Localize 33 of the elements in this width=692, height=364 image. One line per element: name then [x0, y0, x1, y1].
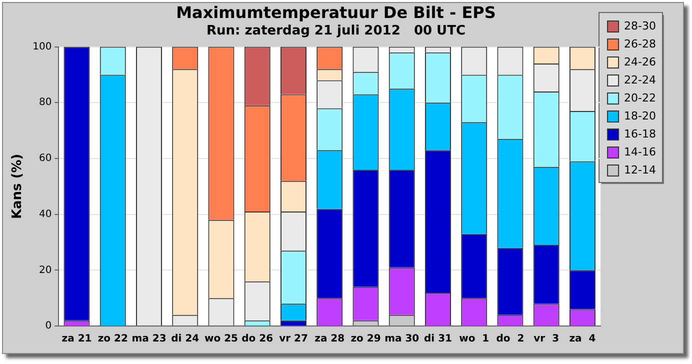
- x-tick-label: do 26: [242, 334, 274, 345]
- legend-label: 20-22: [624, 91, 656, 104]
- legend-label: 16-18: [624, 127, 656, 140]
- x-tick-label: wo 25: [204, 334, 238, 345]
- legend-label: 12-14: [624, 163, 656, 176]
- x-tick-label: vr 27: [279, 334, 308, 345]
- y-tick-label: 0: [45, 320, 52, 332]
- x-tick-label: do 2: [496, 334, 524, 345]
- chart-title: Maximumtemperatuur De Bilt - EPS: [176, 2, 496, 22]
- x-tick-label: ma 30: [384, 334, 420, 345]
- x-tick-label: zo 22: [98, 334, 128, 345]
- legend-label: 14-16: [624, 145, 656, 158]
- y-tick-label: 60: [38, 153, 52, 164]
- legend-label: 26-28: [624, 37, 656, 50]
- x-tick-label: di 31: [424, 334, 452, 345]
- legend-label: 18-20: [624, 109, 656, 122]
- x-tick-label: za 28: [314, 334, 345, 345]
- x-tick-label: zo 29: [350, 334, 381, 345]
- x-tick-label: di 24: [171, 334, 200, 345]
- legend-label: 22-24: [624, 73, 656, 86]
- legend-label: 24-26: [624, 55, 656, 68]
- y-axis-title: Kans (%): [10, 154, 26, 220]
- x-tick-label: wo 1: [459, 334, 490, 345]
- y-tick-label: 20: [38, 264, 52, 276]
- y-tick-label: 100: [32, 41, 52, 52]
- x-tick-label: za 4: [569, 334, 596, 345]
- y-tick-label: 80: [38, 97, 52, 108]
- chart-subtitle: Run: zaterdag 21 juli 2012 00 UTC: [206, 23, 466, 38]
- x-tick-label: vr 3: [534, 334, 560, 345]
- x-tick-label: za 21: [62, 334, 92, 345]
- y-tick-label: 40: [38, 208, 52, 220]
- legend-label: 28-30: [624, 19, 656, 32]
- x-tick-label: ma 23: [132, 334, 166, 345]
